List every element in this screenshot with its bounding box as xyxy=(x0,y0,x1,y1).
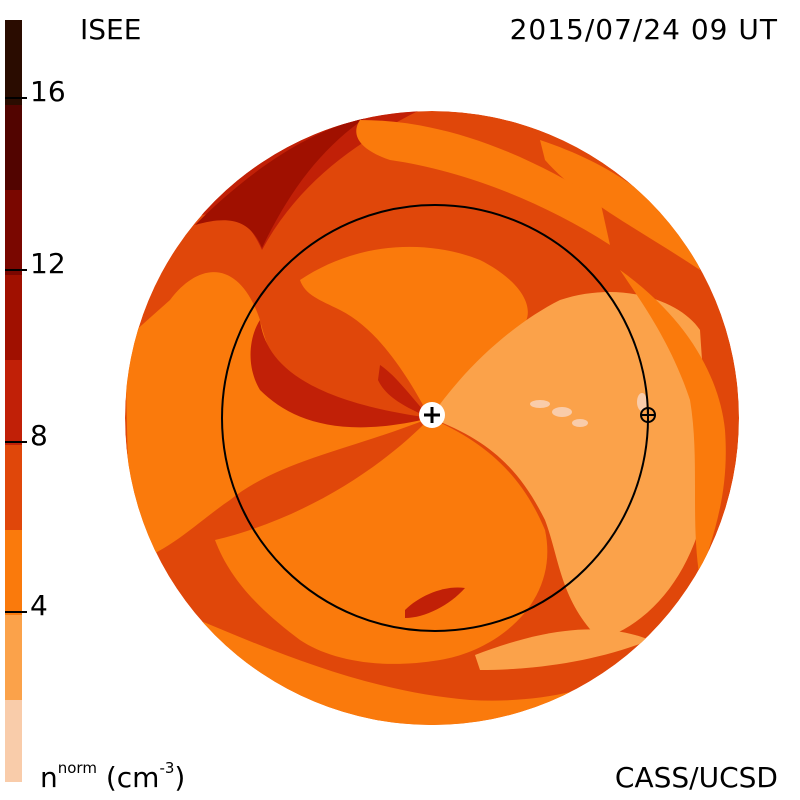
density-region-light xyxy=(430,291,710,640)
earth-icon xyxy=(640,407,656,423)
colorbar-level-14-18 xyxy=(5,20,22,105)
unit-close: ) xyxy=(174,761,186,794)
quantity-symbol: n xyxy=(40,761,58,794)
colorbar-tick-8 xyxy=(5,441,27,443)
density-band-right xyxy=(620,270,726,580)
density-swirl-center xyxy=(300,246,528,418)
colorbar-level-6-8 xyxy=(5,445,22,530)
density-lobe-left xyxy=(125,272,430,560)
colorbar-tick-label-4: 4 xyxy=(30,589,48,622)
unit-superscript: -3 xyxy=(159,759,175,777)
density-blob-3 xyxy=(572,419,588,427)
colorbar-level-2-4 xyxy=(5,615,22,700)
density-spiral-dark-inner xyxy=(378,365,430,418)
colorbar-unit-label: nnorm (cm-3) xyxy=(40,761,185,792)
colorbar-level-4-6 xyxy=(5,530,22,615)
timestamp-label: 2015/07/24 09 UT xyxy=(509,13,778,46)
colorbar xyxy=(5,20,22,782)
density-blob-1 xyxy=(530,400,550,408)
density-streak-bottom xyxy=(405,587,465,618)
colorbar-level-9-10 xyxy=(5,275,22,360)
density-arc-upper-right xyxy=(540,140,700,270)
colorbar-tick-12 xyxy=(5,269,27,271)
density-blob-4 xyxy=(637,393,647,411)
density-band-upper-darker xyxy=(195,118,365,248)
colorbar-tick-label-16: 16 xyxy=(30,75,66,108)
density-body-lower xyxy=(215,418,548,664)
organization-label: ISEE xyxy=(80,13,142,46)
colorbar-tick-4 xyxy=(5,611,27,613)
density-spiral-dark xyxy=(250,320,430,428)
colorbar-tick-label-12: 12 xyxy=(30,247,66,280)
quantity-superscript: norm xyxy=(57,759,97,777)
colorbar-tick-label-8: 8 xyxy=(30,419,48,452)
colorbar-level-8-9 xyxy=(5,360,22,445)
sun-icon xyxy=(419,402,445,428)
density-arc-upper xyxy=(356,120,610,245)
credit-label: CASS/UCSD xyxy=(614,761,778,794)
density-region-bottom xyxy=(125,600,739,725)
colorbar-level-10-12 xyxy=(5,190,22,275)
density-blob-2 xyxy=(552,407,572,417)
density-field xyxy=(125,111,739,725)
density-patch-bottom-light xyxy=(475,629,650,670)
colorbar-level-12-14 xyxy=(5,105,22,190)
colorbar-tick-16 xyxy=(5,97,27,99)
unit-text: (cm xyxy=(105,761,160,794)
colorbar-level-0-2 xyxy=(5,700,22,782)
